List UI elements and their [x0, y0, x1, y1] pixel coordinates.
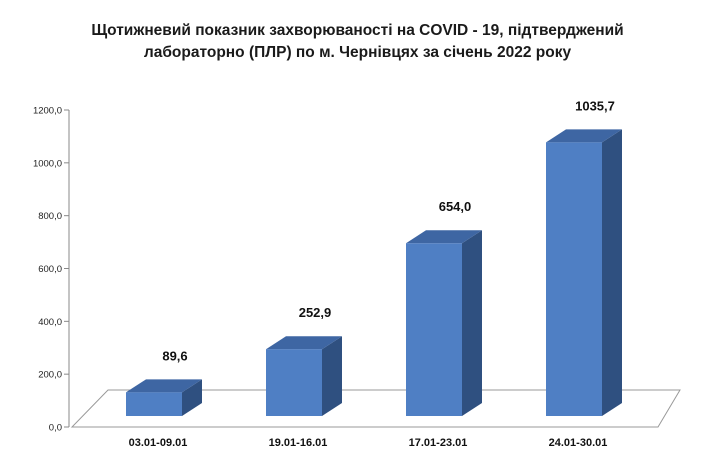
bar-top-face [406, 230, 482, 244]
data-label: 89,6 [162, 348, 187, 363]
x-tick-label: 24.01-30.01 [549, 437, 608, 449]
bar [546, 129, 622, 416]
y-tick-label: 600,0 [38, 264, 62, 275]
data-label: 252,9 [299, 305, 332, 320]
bar-front-face [126, 392, 182, 416]
bar-top-face [266, 336, 342, 350]
y-tick-label: 800,0 [38, 211, 62, 222]
chart-title-line-2: лабораторно (ПЛР) по м. Чернівцях за січ… [143, 44, 572, 61]
x-tick-label: 17.01-23.01 [409, 437, 468, 449]
chart-title-line-1: Щотижневий показник захворюваності на CO… [91, 22, 624, 39]
bar-side-face [182, 379, 202, 416]
bar-front-face [406, 243, 462, 416]
y-tick-label: 1000,0 [33, 158, 62, 169]
data-label: 1035,7 [575, 98, 615, 113]
bar-side-face [322, 336, 342, 416]
bar-side-face [602, 129, 622, 416]
bar-front-face [266, 349, 322, 416]
bar [266, 336, 342, 416]
bar-side-face [462, 230, 482, 416]
bar-top-face [546, 129, 622, 143]
chart-floor [70, 389, 681, 428]
y-tick-label: 200,0 [38, 370, 62, 381]
data-label: 654,0 [439, 199, 472, 214]
chart-title: Щотижневий показник захворюваності на CO… [0, 20, 715, 64]
bar-front-face [546, 142, 602, 416]
bar [126, 379, 202, 416]
y-tick-label: 400,0 [38, 317, 62, 328]
y-tick-label: 0,0 [49, 423, 62, 434]
x-tick-label: 03.01-09.01 [129, 437, 188, 449]
bar-top-face [126, 379, 202, 393]
bar [406, 230, 482, 416]
y-tick-label: 1200,0 [33, 106, 62, 117]
x-tick-label: 19.01-16.01 [269, 437, 328, 449]
